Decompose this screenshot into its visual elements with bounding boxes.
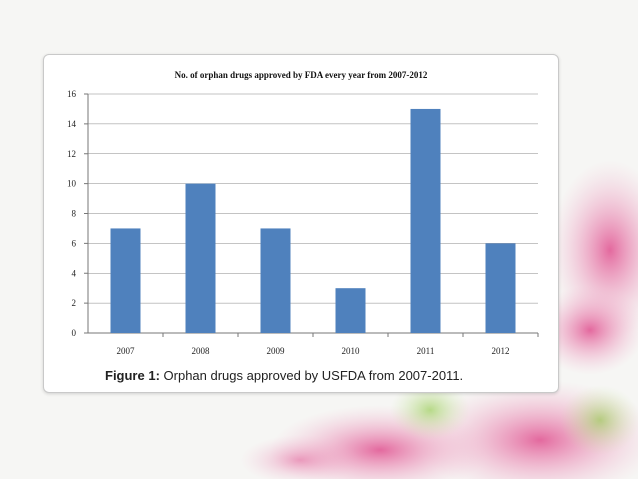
y-tick-label: 4 [72, 268, 77, 278]
y-tick-label: 0 [72, 328, 77, 338]
bar-2007 [110, 228, 141, 333]
y-tick-label: 10 [67, 179, 77, 189]
x-tick-label: 2008 [192, 346, 211, 356]
y-tick-label: 12 [67, 149, 76, 159]
x-tick-label: 2012 [492, 346, 510, 356]
y-tick-label: 6 [72, 238, 77, 248]
x-axis-ticks: 2007 2008 2009 2010 2011 2012 [117, 333, 539, 356]
flower-decoration [240, 160, 638, 479]
x-tick-label: 2010 [342, 346, 361, 356]
bar-2009 [260, 228, 291, 333]
x-tick-label: 2011 [417, 346, 435, 356]
figure-caption: Figure 1: Orphan drugs approved by USFDA… [105, 368, 525, 383]
y-axis-ticks: 0 2 4 6 8 10 12 14 16 [67, 89, 77, 338]
figure-caption-text: Orphan drugs approved by USFDA from 2007… [159, 368, 464, 383]
chart-title: No. of orphan drugs approved by FDA ever… [175, 70, 428, 80]
figure-caption-label: Figure 1: [105, 368, 160, 383]
x-tick-label: 2007 [117, 346, 136, 356]
y-tick-label: 8 [72, 209, 77, 219]
y-tick-label: 16 [67, 89, 77, 99]
bar-2012 [485, 243, 516, 333]
bar-2011 [410, 108, 441, 333]
gridlines [84, 93, 538, 334]
bar-2010 [335, 288, 366, 333]
bars [110, 108, 516, 333]
bar-2008 [185, 183, 216, 333]
chart-panel [43, 54, 559, 393]
y-tick-label: 2 [72, 298, 77, 308]
x-tick-label: 2009 [267, 346, 286, 356]
y-tick-label: 14 [67, 119, 77, 129]
